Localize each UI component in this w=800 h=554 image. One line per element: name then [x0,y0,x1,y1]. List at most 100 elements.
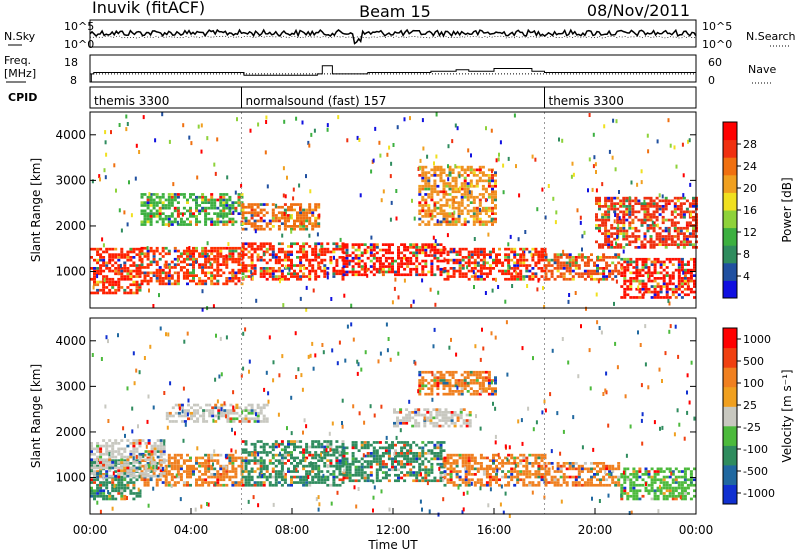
range-cell [296,456,299,460]
range-cell [375,473,379,477]
range-cell [99,470,103,473]
range-cell [317,253,321,256]
range-cell [679,215,683,219]
range-cell [623,268,627,272]
range-cell [173,195,177,199]
range-cell [614,481,618,484]
range-cell [534,261,538,265]
scatter-cell [595,292,598,297]
range-cell [544,470,548,473]
range-cell [504,256,508,259]
range-cell [586,264,590,267]
range-cell [613,226,617,230]
range-cell [108,253,112,256]
range-cell [537,456,541,460]
range-cell [643,207,647,211]
range-cell [478,212,482,215]
range-cell [225,198,229,202]
range-cell [274,470,278,473]
range-cell [96,486,100,490]
range-cell [617,272,621,276]
range-cell [644,467,648,471]
range-cell [550,264,554,267]
range-cell [265,269,269,273]
range-cell [671,277,675,280]
range-cell [231,470,235,473]
range-cell [274,219,278,223]
range-cell [689,470,693,473]
range-cell [363,243,367,246]
scatter-cell [201,307,204,312]
range-cell [685,243,689,246]
range-cell [488,478,492,482]
range-cell [418,212,422,215]
range-cell [114,261,118,265]
range-cell [427,441,431,444]
range-cell [436,446,440,450]
range-cell [507,272,511,276]
range-cell [559,267,563,270]
range-cell [619,221,623,225]
range-cell [296,272,299,276]
range-cell [305,470,309,473]
range-cell [262,467,266,471]
range-cell [138,467,142,471]
scatter-cell [682,270,685,275]
range-cell [686,483,690,487]
range-cell [302,208,306,212]
range-cell [216,255,220,258]
range-cell [418,217,422,221]
range-cell [664,235,668,238]
range-cell [381,273,385,277]
range-cell [170,456,174,460]
range-cell [607,232,611,235]
range-cell [513,269,517,273]
scatter-cell [432,235,435,240]
range-cell [686,263,690,266]
range-cell [418,184,422,188]
range-cell [244,269,248,273]
range-cell [173,456,177,460]
range-cell [102,269,106,273]
range-cell [421,441,425,444]
range-cell [302,250,306,254]
range-cell [565,269,569,273]
range-cell [424,473,428,477]
range-cell [680,494,684,498]
scatter-cell [326,275,329,280]
range-cell [225,223,229,226]
range-cell [531,462,535,465]
range-cell [616,202,620,205]
range-cell [478,165,482,169]
scatter-cell [91,179,94,184]
range-cell [93,462,96,465]
range-cell [481,209,485,213]
range-cell [634,226,638,230]
range-cell [114,462,118,465]
range-cell [302,459,306,462]
range-cell [590,275,593,278]
range-cell [222,246,226,250]
range-cell [280,448,284,452]
range-cell [448,182,452,185]
scatter-cell [396,125,399,130]
range-cell [443,475,447,479]
range-cell [210,252,214,256]
range-cell [599,272,602,276]
range-cell [299,211,303,215]
range-cell [140,459,144,462]
range-cell [158,201,162,204]
range-cell [90,247,93,251]
range-cell [323,445,327,449]
range-cell [146,282,150,286]
range-cell [638,475,642,479]
range-cell [467,250,471,254]
range-cell [114,272,118,276]
range-cell [174,403,178,407]
range-cell [662,282,666,286]
range-cell [302,456,306,460]
range-cell [170,478,174,482]
range-cell [445,184,449,188]
range-cell [443,470,447,473]
range-cell [472,174,476,177]
